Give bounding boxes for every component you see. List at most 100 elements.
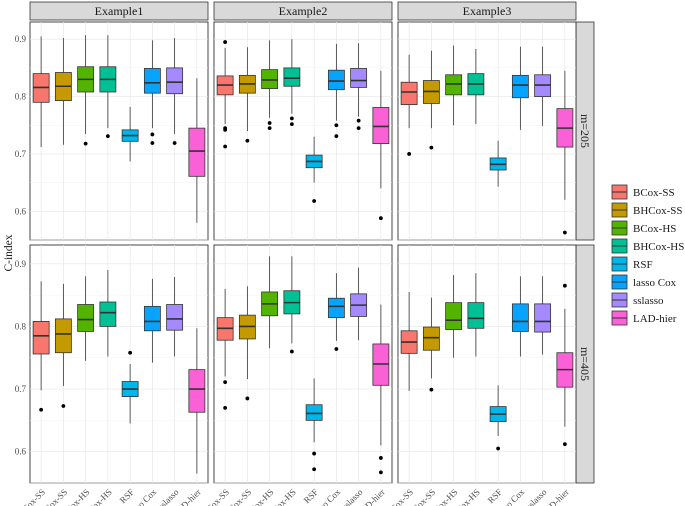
box-iqr	[143, 68, 161, 94]
box-iqr	[400, 81, 418, 106]
panel-example1-m-205: 0.6 0.7 0.8 0.9	[15, 21, 209, 241]
y-tick-label: 0.7	[15, 149, 27, 159]
outlier-point	[172, 141, 177, 145]
outlier-point	[334, 123, 339, 128]
box-iqr	[188, 127, 206, 177]
box-bhcox-ss	[422, 297, 440, 392]
outlier-point	[429, 387, 434, 392]
column-strip-example1	[29, 1, 209, 21]
box-lad-hier	[372, 70, 390, 221]
outlier-point	[150, 132, 155, 137]
legend-label: BCox-HS	[633, 223, 676, 235]
box-bcox-ss	[32, 281, 50, 412]
box-iqr	[166, 304, 184, 331]
panel-background	[397, 244, 577, 484]
box-lad-hier	[372, 304, 390, 475]
box-iqr	[511, 74, 529, 99]
box-bhcox-hs	[99, 270, 117, 357]
box-iqr	[166, 67, 184, 95]
outlier-point	[223, 405, 228, 410]
legend-label: RSF	[633, 259, 653, 271]
legend: BCox-SS BHCox-SS BCox-HS BHCox-HS RSF lasso C…	[611, 184, 684, 326]
outlier-point	[356, 118, 361, 123]
box-iqr	[327, 297, 345, 319]
box-iqr	[350, 68, 368, 88]
box-bhcox-ss	[238, 286, 256, 401]
outlier-point	[105, 134, 110, 139]
x-tick-label: BCox-SS	[384, 487, 415, 506]
y-axis-title: C-index	[3, 234, 15, 271]
outlier-point	[562, 283, 567, 288]
box-bcox-hs	[261, 40, 279, 131]
panel-example1-m-405: 0.6 0.7 0.8 0.9	[15, 244, 209, 484]
box-sslasso	[166, 276, 184, 357]
y-tick-label: 0.6	[15, 447, 27, 457]
outlier-point	[267, 126, 272, 131]
outlier-point	[378, 470, 383, 475]
panels-layer: Example1 Example2 Example3 m=205 m=405 0.6 0.7…	[15, 1, 595, 484]
box-bcox-ss	[216, 40, 234, 149]
legend-item-sslasso: sslasso	[611, 292, 664, 308]
row-strip-label: m=405	[578, 347, 592, 381]
box-iqr	[261, 69, 279, 89]
legend-label: BCox-SS	[633, 187, 675, 199]
box-iqr	[467, 302, 485, 329]
outlier-point	[334, 134, 339, 139]
box-iqr	[54, 318, 72, 354]
box-bcox-ss	[216, 288, 234, 410]
box-bhcox-hs	[283, 39, 301, 127]
box-bcox-hs	[77, 276, 95, 361]
legend-item-bcox-hs: BCox-HS	[611, 220, 676, 236]
box-iqr	[99, 301, 117, 327]
outlier-point	[378, 456, 383, 460]
outlier-point	[562, 442, 567, 447]
row-strip-label: m=205	[578, 114, 592, 148]
panel-background	[213, 244, 393, 484]
box-lad-hier	[188, 78, 206, 223]
outlier-point	[267, 121, 272, 125]
legend-item-rsf: RSF	[611, 256, 653, 272]
outlier-point	[496, 446, 501, 451]
legend-item-bhcox-ss: BHCox-SS	[611, 202, 683, 218]
box-iqr	[143, 305, 161, 332]
box-bhcox-hs	[467, 48, 485, 125]
y-tick-label: 0.8	[15, 321, 27, 331]
box-lad-hier	[188, 328, 206, 474]
outlier-point	[150, 141, 155, 145]
box-iqr	[77, 304, 95, 332]
outlier-point	[61, 404, 66, 408]
outlier-point	[356, 126, 361, 131]
y-tick-label: 0.8	[15, 92, 27, 102]
box-bcox-ss	[32, 36, 50, 148]
outlier-point	[245, 396, 250, 401]
outlier-point	[334, 347, 339, 351]
box-bcox-hs	[77, 35, 95, 146]
outlier-point	[83, 141, 88, 146]
box-iqr	[445, 302, 463, 330]
box-iqr	[283, 67, 301, 87]
box-bhcox-hs	[99, 35, 117, 139]
column-strip-label: Example3	[463, 4, 512, 18]
box-bhcox-ss	[422, 50, 440, 150]
outlier-point	[312, 199, 317, 203]
box-lad-hier	[556, 283, 574, 447]
box-bcox-hs	[445, 275, 463, 358]
legend-label: sslasso	[633, 295, 664, 307]
outlier-point	[223, 127, 228, 132]
legend-label: BHCox-SS	[633, 205, 683, 217]
box-bhcox-hs	[283, 256, 301, 354]
box-iqr	[511, 303, 529, 332]
box-bhcox-ss	[54, 283, 72, 408]
panel-example3-m-205	[397, 21, 577, 241]
box-sslasso	[350, 43, 368, 131]
box-bhcox-ss	[238, 47, 256, 143]
box-rsf	[489, 385, 507, 451]
legend-item-lasso-cox: lasso Cox	[611, 274, 677, 290]
box-iqr	[327, 69, 345, 91]
box-iqr	[32, 321, 50, 355]
box-sslasso	[534, 46, 552, 126]
box-bcox-ss	[400, 291, 418, 391]
column-strip-label: Example2	[279, 4, 328, 18]
